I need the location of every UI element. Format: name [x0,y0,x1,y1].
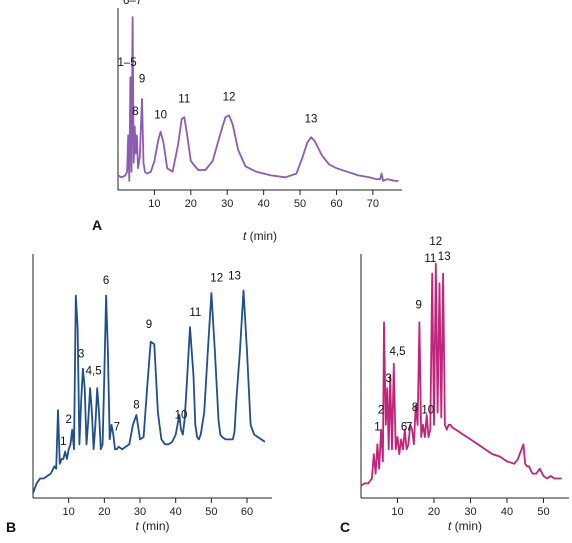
peak-label: 6 [401,422,407,434]
x-tick-label: 20 [185,198,197,210]
x-tick-label: 50 [294,198,306,210]
x-tick-label: 50 [205,506,217,518]
peak-label: 10 [154,110,167,122]
x-axis-title: t (min) [135,519,169,533]
peak-label: 12 [210,273,223,285]
peak-label: 7 [114,422,120,434]
peak-label: 8 [133,400,139,412]
peak-label: 7 [406,422,412,434]
peak-label: 9 [415,300,421,312]
x-tick-label: 30 [134,506,146,518]
peak-label: 6 [103,275,109,287]
peak-label: 6–7 [123,0,142,7]
x-axis-title-variable: t [448,519,452,533]
peak-label: 1–5 [118,57,137,69]
peak-label: 10 [175,409,188,421]
peak-label: 2 [65,414,71,426]
x-axis-title-variable: t [135,519,139,533]
peak-label: 1 [374,422,380,434]
peak-label: 11 [178,93,190,105]
peak-label: 10 [421,404,434,416]
peak-label: 3 [386,373,392,385]
x-tick-label: 70 [367,198,379,210]
peak-label: 2 [378,404,384,416]
x-axis-title-unit: (min) [139,519,170,533]
peak-label: 12 [429,236,442,248]
peak-label: 13 [228,270,241,282]
x-axis-title-unit: (min) [451,519,482,533]
x-tick-label: 40 [170,506,182,518]
peak-label: 11 [189,307,201,319]
panel-letter: B [6,519,16,535]
x-axis-title: t (min) [448,519,482,533]
chromatogram-trace [32,289,266,494]
x-tick-label: 10 [391,506,403,518]
x-tick-label: 40 [258,198,270,210]
peak-label: 12 [223,91,236,103]
peak-label: 1 [60,436,66,448]
chromatogram-trace [360,262,562,487]
peak-label: 4,5 [389,346,405,358]
peak-label: 8 [132,106,138,118]
peak-label: 8 [412,402,418,414]
x-tick-label: 10 [63,506,75,518]
x-tick-label: 40 [501,506,513,518]
chromatogram-trace [117,16,399,182]
x-tick-label: 20 [428,506,440,518]
peak-label: 13 [305,113,318,125]
peak-label: 4,5 [86,365,102,377]
peak-label: 9 [139,73,145,85]
x-axis-title: t (min) [243,229,277,243]
x-tick-label: 60 [241,506,253,518]
x-tick-label: 30 [221,198,233,210]
panel-letter: A [92,217,102,233]
x-tick-label: 10 [148,198,160,210]
peak-label: 11 [424,253,436,265]
peak-label: 3 [78,348,84,360]
panel-a: 10 20 30 40 50 60 70 t (min) 1–5 6–7 8 9 10 11 12 13 A [92,0,402,243]
x-axis-title-variable: t [243,229,247,243]
x-axis-title-unit: (min) [246,229,277,243]
x-tick-label: 30 [464,506,476,518]
peak-label: 9 [146,319,152,331]
x-tick-label: 60 [330,198,342,210]
peak-label: 13 [438,251,451,263]
x-tick-label: 50 [537,506,549,518]
x-tick-label: 20 [98,506,110,518]
panel-letter: C [340,519,350,535]
